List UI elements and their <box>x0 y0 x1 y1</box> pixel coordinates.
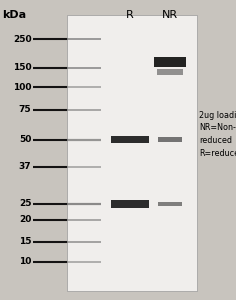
Text: NR: NR <box>162 10 178 20</box>
Text: 20: 20 <box>19 215 31 224</box>
Text: 2ug loading
NR=Non-
reduced
R=reduced: 2ug loading NR=Non- reduced R=reduced <box>199 111 236 158</box>
Bar <box>157 69 183 75</box>
Text: 50: 50 <box>19 135 31 144</box>
Bar <box>111 136 149 143</box>
Text: 15: 15 <box>19 237 31 246</box>
Bar <box>158 137 182 142</box>
Bar <box>111 200 149 208</box>
Text: R: R <box>126 10 134 20</box>
Bar <box>158 202 182 206</box>
Text: 150: 150 <box>13 63 31 72</box>
Text: 250: 250 <box>13 34 31 43</box>
Bar <box>67 15 197 291</box>
Text: 25: 25 <box>19 200 31 208</box>
Bar <box>154 57 186 67</box>
Text: 37: 37 <box>19 162 31 171</box>
Text: 10: 10 <box>19 257 31 266</box>
Text: kDa: kDa <box>2 10 26 20</box>
Text: 75: 75 <box>19 105 31 114</box>
Text: 100: 100 <box>13 82 31 91</box>
